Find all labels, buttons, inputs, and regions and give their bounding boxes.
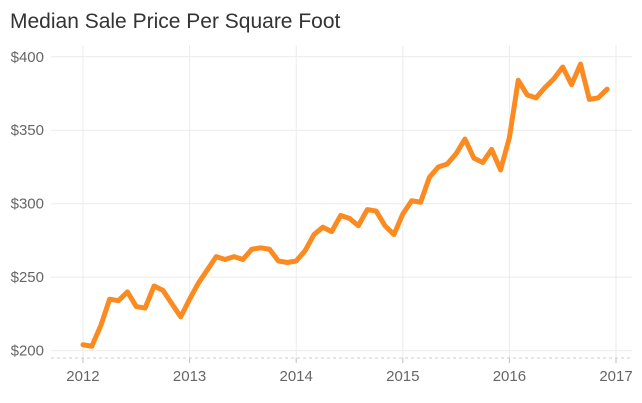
series-line-0 [80,61,610,349]
y-tick-label: $300 [11,196,44,213]
y-tick-label: $200 [11,343,44,360]
chart-title: Median Sale Price Per Square Foot [10,10,341,33]
y-tick-label: $350 [11,122,44,139]
y-tick-label: $250 [11,269,44,286]
x-tick-label: 2017 [599,368,632,385]
x-tick-label: 2015 [386,368,419,385]
x-tick-label: 2016 [493,368,526,385]
x-tick-label: 2013 [173,368,206,385]
x-tick-label: 2012 [66,368,99,385]
x-tick-label: 2014 [280,368,313,385]
y-tick-label: $400 [11,49,44,66]
